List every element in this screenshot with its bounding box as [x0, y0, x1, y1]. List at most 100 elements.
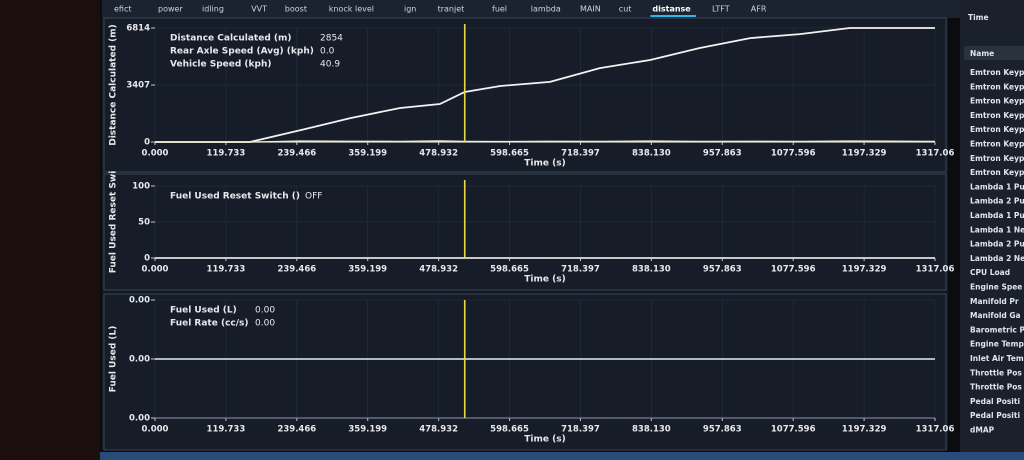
readout-name: Fuel Used (L)	[170, 306, 237, 316]
tab[interactable]: tranjet	[438, 5, 465, 14]
x-tick-label: 957.863	[703, 149, 742, 159]
sidebar-item[interactable]: Pedal Positi	[970, 397, 1020, 406]
tab[interactable]: knock level	[329, 5, 374, 14]
tab[interactable]: AFR	[751, 5, 767, 14]
sidebar-item[interactable]: Emtron Keyp	[970, 140, 1024, 149]
x-tick-label: 598.665	[490, 149, 529, 159]
tab[interactable]: fuel	[492, 5, 507, 14]
x-tick-label: 0.000	[142, 149, 169, 159]
y-tick-label: 0.00	[129, 296, 150, 306]
x-tick-label: 239.466	[277, 425, 316, 435]
x-tick-label: 478.932	[419, 425, 458, 435]
x-tick-label: 718.397	[561, 149, 600, 159]
x-tick-label: 1077.596	[771, 149, 816, 159]
sidebar-item[interactable]: Lambda 1 Pu	[970, 211, 1024, 220]
x-tick-label: 239.466	[277, 149, 316, 159]
readout-name: Rear Axle Speed (Avg) (kph)	[170, 47, 314, 57]
active-tab-underline	[650, 15, 696, 17]
tab[interactable]: MAIN	[580, 5, 601, 14]
tab-bar	[102, 0, 960, 18]
x-tick-label: 1077.596	[771, 425, 816, 435]
tab[interactable]: idling	[202, 5, 224, 14]
x-tick-label: 119.733	[207, 425, 246, 435]
series-line	[155, 140, 936, 143]
panel	[103, 173, 947, 291]
x-tick-label: 0.000	[142, 265, 169, 275]
sidebar-item[interactable]: Pedal Positi	[970, 411, 1020, 420]
sidebar-item[interactable]: Throttle Pos	[970, 368, 1022, 377]
sidebar-item[interactable]: Emtron Keyp	[970, 68, 1024, 77]
sidebar-item[interactable]: Emtron Keyp	[970, 125, 1024, 134]
x-tick-label: 1317.06	[916, 265, 955, 275]
sidebar-item[interactable]: Emtron Keyp	[970, 97, 1024, 106]
x-tick-label: 957.863	[703, 265, 742, 275]
sidebar	[960, 0, 1024, 460]
x-tick-label: 598.665	[490, 425, 529, 435]
sidebar-item[interactable]: Throttle Pos	[970, 383, 1022, 392]
dynamic: efict power idling VVT boost knock level ign tr…	[103, 5, 1024, 451]
sidebar-item[interactable]: Engine Temp	[970, 340, 1024, 349]
x-tick-label: 0.000	[142, 425, 169, 435]
x-tick-label: 239.466	[277, 265, 316, 275]
tab[interactable]: ign	[404, 5, 416, 14]
x-tick-label: 359.199	[348, 265, 387, 275]
sidebar-item[interactable]: dMAP	[970, 426, 995, 435]
readout-name: Distance Calculated (m)	[170, 34, 292, 44]
x-tick-label: 359.199	[348, 149, 387, 159]
readout-value: 2854	[320, 34, 343, 44]
x-tick-label: 1317.06	[916, 425, 955, 435]
sidebar-item[interactable]: Lambda 2 Ne	[970, 254, 1024, 263]
panel	[103, 293, 947, 451]
sidebar-item[interactable]: Emtron Keyp	[970, 111, 1024, 120]
x-tick-label: 359.199	[348, 425, 387, 435]
tab[interactable]: cut	[619, 5, 632, 14]
panel	[103, 17, 947, 173]
readout-value: 0.00	[255, 319, 275, 329]
x-tick-label: 598.665	[490, 265, 529, 275]
sidebar-item[interactable]: Emtron Keyp	[970, 154, 1024, 163]
y-tick-label: 3407	[126, 81, 150, 91]
y-tick-label: 0.00	[129, 355, 150, 365]
x-tick-label: 119.733	[207, 149, 246, 159]
y-tick-label: 0	[144, 138, 150, 148]
x-axis-label: Time (s)	[524, 275, 565, 285]
sidebar-item[interactable]: Lambda 1 Ne	[970, 225, 1024, 234]
sidebar-item[interactable]: Emtron Keyp	[970, 82, 1024, 91]
status-strip	[100, 452, 1024, 460]
tab[interactable]: lambda	[531, 5, 561, 14]
x-tick-label: 718.397	[561, 265, 600, 275]
readout-value: 0.00	[255, 306, 275, 316]
tab[interactable]: boost	[285, 5, 307, 14]
y-tick-label: 0	[144, 254, 150, 264]
sidebar-header-bg	[964, 46, 1024, 60]
x-tick-label: 478.932	[419, 149, 458, 159]
readout-name: Fuel Used Reset Switch ()	[170, 192, 300, 202]
tab[interactable]: LTFT	[712, 5, 730, 14]
sidebar-item[interactable]: Manifold Pr	[970, 297, 1019, 306]
x-axis-label: Time (s)	[524, 435, 565, 445]
sidebar-item[interactable]: Manifold Ga	[970, 311, 1021, 320]
sidebar-item[interactable]: Lambda 2 Pu	[970, 197, 1024, 206]
x-tick-label: 838.130	[632, 149, 671, 159]
tab[interactable]: power	[158, 5, 183, 14]
sidebar-item[interactable]: Emtron Keyp	[970, 168, 1024, 177]
series-line	[155, 27, 935, 143]
sidebar-item[interactable]: Engine Spee	[970, 283, 1022, 292]
sidebar-item[interactable]: Inlet Air Tem	[970, 354, 1024, 363]
x-tick-label: 957.863	[703, 425, 742, 435]
sidebar-item[interactable]: CPU Load	[970, 268, 1010, 277]
x-axis-label: Time (s)	[524, 159, 565, 169]
sidebar-item[interactable]: Lambda 1 Pu	[970, 182, 1024, 191]
x-tick-label: 1197.329	[842, 265, 887, 275]
x-tick-label: 1197.329	[842, 149, 887, 159]
tab[interactable]: efict	[114, 5, 132, 14]
y-tick-label: 100	[132, 182, 150, 192]
sidebar-item[interactable]: Lambda 2 Pu	[970, 240, 1024, 249]
x-tick-label: 1197.329	[842, 425, 887, 435]
x-tick-label: 838.130	[632, 425, 671, 435]
tab[interactable]: distanse	[652, 5, 691, 14]
readout-value: OFF	[305, 192, 322, 202]
tab[interactable]: VVT	[251, 5, 267, 14]
sidebar-item[interactable]: Barometric P	[970, 325, 1024, 334]
